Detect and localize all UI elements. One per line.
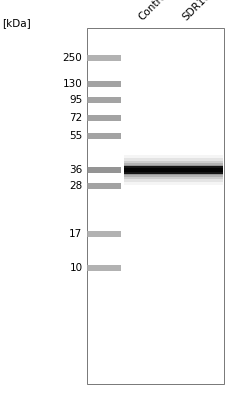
- Bar: [124, 165, 223, 175]
- Bar: [124, 155, 223, 186]
- Text: 10: 10: [69, 263, 82, 273]
- Text: 55: 55: [69, 131, 82, 141]
- Bar: [87, 28, 224, 384]
- Bar: [124, 168, 223, 172]
- Bar: [124, 163, 223, 177]
- Text: 250: 250: [63, 53, 82, 63]
- Text: 72: 72: [69, 113, 82, 123]
- Bar: [87, 55, 121, 61]
- Bar: [87, 231, 121, 237]
- Text: [kDa]: [kDa]: [2, 18, 31, 28]
- Text: 95: 95: [69, 95, 82, 105]
- Bar: [124, 166, 223, 174]
- Bar: [87, 133, 121, 139]
- Bar: [87, 81, 121, 87]
- Bar: [87, 167, 121, 173]
- Bar: [87, 97, 121, 103]
- Bar: [124, 158, 223, 182]
- Bar: [87, 265, 121, 271]
- Text: 17: 17: [69, 229, 82, 239]
- Bar: [87, 183, 121, 189]
- Text: 130: 130: [63, 79, 82, 89]
- Text: SDR16C5: SDR16C5: [181, 0, 222, 22]
- Text: 36: 36: [69, 165, 82, 175]
- Text: Control: Control: [137, 0, 171, 22]
- Text: 28: 28: [69, 181, 82, 191]
- Bar: [87, 115, 121, 121]
- Bar: [124, 161, 223, 179]
